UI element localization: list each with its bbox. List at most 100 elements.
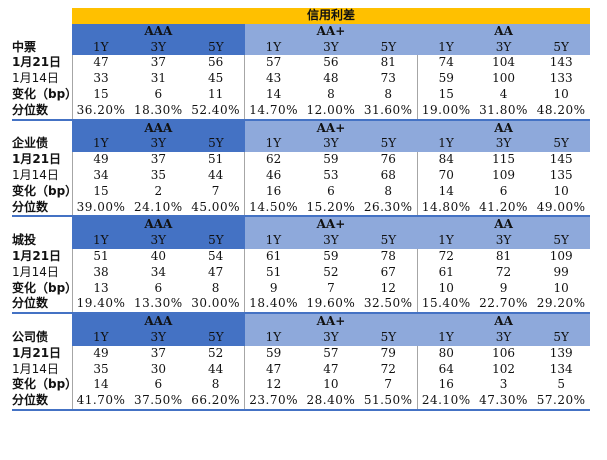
value-cell: 37.50%: [129, 393, 188, 411]
value-cell: 44: [207, 167, 224, 182]
row-change: 变化（bp） 14 6 8 12 10 7 16 3 5: [12, 377, 590, 394]
value-cell: 47: [323, 361, 339, 376]
title-row: 信用利差: [12, 8, 590, 24]
tenor-header: 3Y: [302, 329, 360, 346]
value-cell: 6: [154, 280, 163, 295]
value-cell: 8: [211, 377, 220, 392]
tenor-header: 5Y: [187, 39, 245, 56]
row-label: 1月14日: [12, 361, 59, 376]
value-cell: 15.20%: [302, 199, 360, 218]
value-cell: 23.70%: [244, 393, 303, 411]
value-cell: 115: [492, 152, 515, 167]
tenor-header: 1Y: [417, 233, 475, 249]
value-cell: 15: [71, 86, 130, 103]
tenor-header: 1Y: [417, 329, 475, 346]
rating-group-header: AA: [417, 119, 590, 137]
value-cell: 80: [416, 345, 475, 362]
section-name: 城投: [12, 233, 37, 248]
rating-group-header: AAA: [72, 313, 245, 330]
value-cell: 106: [492, 345, 515, 360]
value-cell: 100: [492, 71, 515, 86]
value-cell: 72: [495, 264, 512, 279]
value-cell: 14.50%: [244, 199, 303, 218]
rating-group-header: AA: [417, 23, 590, 40]
tenor-header: 3Y: [474, 233, 533, 249]
tenor-header: 5Y: [359, 233, 418, 249]
rating-group-header: AA: [417, 216, 590, 234]
row-label: 分位数: [12, 296, 73, 315]
value-cell: 37: [150, 152, 166, 167]
table-title: 信用利差: [72, 8, 590, 24]
value-cell: 44: [207, 361, 224, 376]
rating-group-header: AAA: [72, 216, 245, 234]
value-cell: 139: [549, 345, 573, 360]
value-cell: 35: [150, 167, 166, 182]
tenor-header: 3Y: [129, 136, 188, 153]
value-cell: 14.80%: [416, 199, 475, 218]
value-cell: 53: [323, 167, 339, 182]
tenor-header: 3Y: [302, 39, 360, 56]
value-cell: 72: [416, 248, 475, 265]
value-cell: 143: [549, 55, 573, 70]
value-cell: 57: [323, 345, 339, 360]
rating-group-header: AA+: [244, 23, 418, 40]
tenor-header: 3Y: [474, 39, 533, 56]
value-cell: 12.00%: [302, 102, 360, 121]
value-cell: 9: [499, 280, 508, 295]
value-cell: 19.40%: [71, 296, 130, 315]
row-label: 分位数: [12, 102, 73, 121]
value-cell: 10: [553, 183, 569, 198]
value-cell: 49.00%: [532, 199, 590, 218]
value-cell: 64: [416, 361, 475, 378]
value-cell: 4: [499, 86, 508, 101]
value-cell: 13.30%: [129, 296, 188, 315]
tenor-header: 3Y: [302, 233, 360, 249]
value-cell: 52: [323, 264, 339, 279]
value-cell: 31.80%: [474, 102, 533, 121]
value-cell: 14.70%: [244, 102, 303, 121]
value-cell: 10: [416, 280, 475, 297]
value-cell: 48: [323, 71, 339, 86]
value-cell: 11: [207, 86, 224, 101]
tenor-header: 1Y: [244, 233, 303, 249]
row-previous: 1月14日 35 30 44 47 47 72 64 102 134: [12, 361, 590, 378]
value-cell: 8: [211, 280, 220, 295]
row-percentile: 分位数 36.20% 18.30% 52.40% 14.70% 12.00% 31.60% 1…: [12, 102, 590, 121]
value-cell: 54: [207, 248, 224, 263]
value-cell: 51: [71, 248, 130, 265]
value-cell: 8: [327, 86, 335, 101]
tenor-row: 企业债 1Y 3Y 5Y 1Y 3Y 5Y 1Y 3Y 5Y: [12, 136, 590, 153]
value-cell: 52: [207, 345, 224, 360]
tenor-header: 1Y: [417, 39, 475, 56]
value-cell: 57.20%: [532, 393, 590, 411]
row-label: 1月14日: [12, 71, 59, 86]
value-cell: 43: [244, 71, 303, 87]
value-cell: 36.20%: [71, 102, 130, 121]
tenor-header: 3Y: [474, 329, 533, 346]
value-cell: 33: [71, 71, 130, 87]
tenor-header: 5Y: [187, 136, 245, 153]
value-cell: 56: [323, 55, 339, 70]
row-change: 变化（bp） 15 2 7 16 6 8 14 6 10: [12, 183, 590, 200]
tenor-header: 5Y: [359, 329, 418, 346]
value-cell: 16: [416, 377, 475, 394]
row-label: 变化（bp）: [12, 280, 73, 295]
value-cell: 18.30%: [129, 102, 188, 121]
value-cell: 56: [207, 55, 224, 70]
row-label: 变化（bp）: [12, 86, 73, 101]
value-cell: 10: [323, 377, 339, 392]
tenor-header: 5Y: [359, 136, 418, 153]
value-cell: 38: [71, 264, 130, 281]
value-cell: 81: [495, 248, 512, 263]
tenor-header: 5Y: [187, 329, 245, 346]
value-cell: 47: [71, 55, 130, 72]
value-cell: 14: [71, 377, 130, 394]
value-cell: 37: [150, 345, 166, 360]
value-cell: 59: [244, 345, 303, 362]
value-cell: 7: [211, 183, 220, 198]
section-name: 企业债: [12, 136, 49, 151]
rating-group-header: AA+: [244, 216, 418, 234]
value-cell: 24.10%: [416, 393, 475, 411]
section-name: 公司债: [12, 329, 49, 344]
section-spacer: [12, 24, 72, 40]
